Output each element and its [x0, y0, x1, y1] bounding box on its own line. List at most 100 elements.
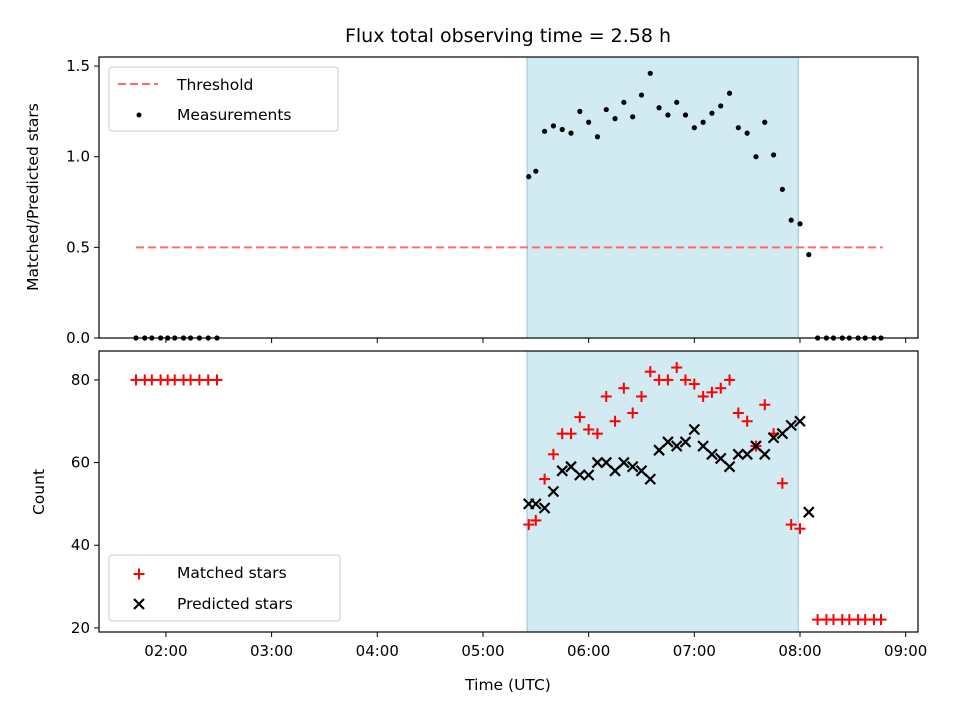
measurement-point	[797, 221, 803, 227]
predicted-star-point	[750, 440, 762, 452]
measurement-point	[674, 99, 680, 105]
bottom-y-tick-label: 80	[71, 371, 90, 389]
top-y-tick-label: 1.0	[66, 148, 90, 166]
measurement-point	[568, 130, 574, 136]
predicted-star-point	[706, 448, 718, 461]
measurement-point	[753, 154, 759, 160]
measurement-point	[630, 114, 636, 120]
predicted-star-point	[574, 469, 586, 481]
predicted-star-point	[758, 448, 771, 461]
measurement-point	[762, 119, 768, 125]
legend-matched-label: Matched stars	[177, 564, 287, 582]
legend-predicted-label: Predicted stars	[177, 595, 293, 613]
bottom-panel-frame	[98, 350, 919, 633]
measurement-point	[665, 112, 671, 118]
matched-star-point	[724, 374, 736, 386]
predicted-star-point	[547, 485, 560, 498]
top-panel-frame	[98, 56, 919, 339]
top-y-tick-label: 1.5	[66, 57, 90, 75]
predicted-star-point	[626, 460, 639, 473]
top-y-tick-label: 0.0	[66, 329, 90, 347]
matched-star-point	[794, 523, 806, 535]
predicted-star-point	[653, 444, 665, 456]
measurement-point	[647, 70, 653, 76]
legend-matched-marker	[133, 568, 145, 580]
matched-star-point	[741, 415, 753, 427]
x-tick-label: 09:00	[884, 642, 927, 660]
bottom-y-axis-label: Count	[30, 469, 48, 515]
predicted-star-point	[556, 465, 568, 477]
predicted-star-point	[530, 498, 542, 510]
matched-star-point	[565, 428, 577, 440]
bottom-highlight-span	[526, 350, 799, 633]
predicted-star-point	[714, 452, 727, 465]
measurement-point	[779, 186, 785, 192]
measurement-point	[682, 112, 689, 118]
x-tick-label: 02:00	[144, 642, 187, 660]
measurement-point	[700, 119, 706, 125]
matched-star-point	[627, 407, 639, 419]
x-tick-label: 03:00	[250, 642, 293, 660]
matched-star-point	[530, 514, 542, 526]
measurement-point	[806, 252, 812, 258]
matched-star-point	[583, 424, 595, 436]
top-legend-box	[108, 66, 339, 132]
measurement-point	[603, 106, 609, 113]
top-highlight-span	[526, 56, 799, 339]
matched-star-point	[776, 477, 788, 489]
measurement-point	[709, 110, 715, 116]
measurement-point	[718, 103, 724, 109]
predicted-star-point	[618, 456, 630, 469]
x-axis-label: Time (UTC)	[464, 676, 551, 694]
matched-star-point	[609, 415, 621, 427]
predicted-star-point	[697, 440, 709, 452]
matched-star-point	[671, 362, 683, 374]
legend-predicted-swatch	[133, 598, 145, 610]
matched-star-point	[688, 378, 700, 390]
predicted-star-point	[732, 448, 745, 461]
bottom-legend: Matched stars Predicted stars	[108, 554, 341, 622]
measurement-point	[559, 126, 565, 133]
matched-star-point	[574, 411, 586, 423]
matched-star-point	[547, 448, 559, 460]
matched-star-point	[600, 390, 612, 402]
predicted-star-point	[741, 448, 753, 461]
measurement-point	[594, 134, 601, 140]
matched-star-point	[211, 374, 223, 386]
legend-predicted-marker	[133, 598, 145, 610]
predicted-star-point	[670, 440, 683, 452]
x-tick-label: 06:00	[567, 642, 610, 660]
measurement-point	[744, 130, 750, 136]
predicted-star-point	[785, 419, 797, 432]
predicted-star-point	[723, 460, 736, 473]
legend-matched-swatch	[133, 568, 145, 580]
matched-star-point	[706, 386, 718, 398]
bottom-panel: 20 40 60 80 02:00 03:00 04:00 05:00 06:00 07:00 0…	[30, 350, 927, 694]
matched-star-point	[785, 519, 797, 531]
measurement-point	[788, 217, 794, 223]
matched-star-point	[759, 399, 771, 411]
measurement-point	[770, 152, 777, 158]
matched-star-point	[662, 374, 674, 386]
measurement-point	[621, 99, 627, 105]
predicted-star-point	[803, 506, 815, 518]
predicted-star-point	[688, 423, 701, 436]
predicted-star-point	[538, 502, 551, 514]
predicted-star-point	[794, 415, 806, 428]
matched-star-point	[697, 390, 709, 402]
top-panel: 0.0 0.5 1.0 1.5 Matched/Predicted stars Thr…	[24, 56, 919, 347]
predicted-star-point	[565, 460, 577, 473]
measurement-point	[550, 123, 557, 129]
bottom-y-tick-label: 40	[71, 536, 90, 554]
x-tick-label: 07:00	[673, 642, 716, 660]
predicted-star-point	[600, 456, 613, 469]
bottom-y-tick-label: 60	[71, 454, 90, 472]
measurement-point	[533, 168, 539, 174]
chart-title: Flux total observing time = 2.58 h	[345, 25, 671, 47]
matched-star-point	[635, 390, 647, 402]
legend-measurements-swatch	[136, 112, 142, 118]
matched-star-point	[591, 428, 603, 440]
matched-star-point	[732, 407, 744, 419]
legend-threshold-label: Threshold	[176, 76, 253, 94]
